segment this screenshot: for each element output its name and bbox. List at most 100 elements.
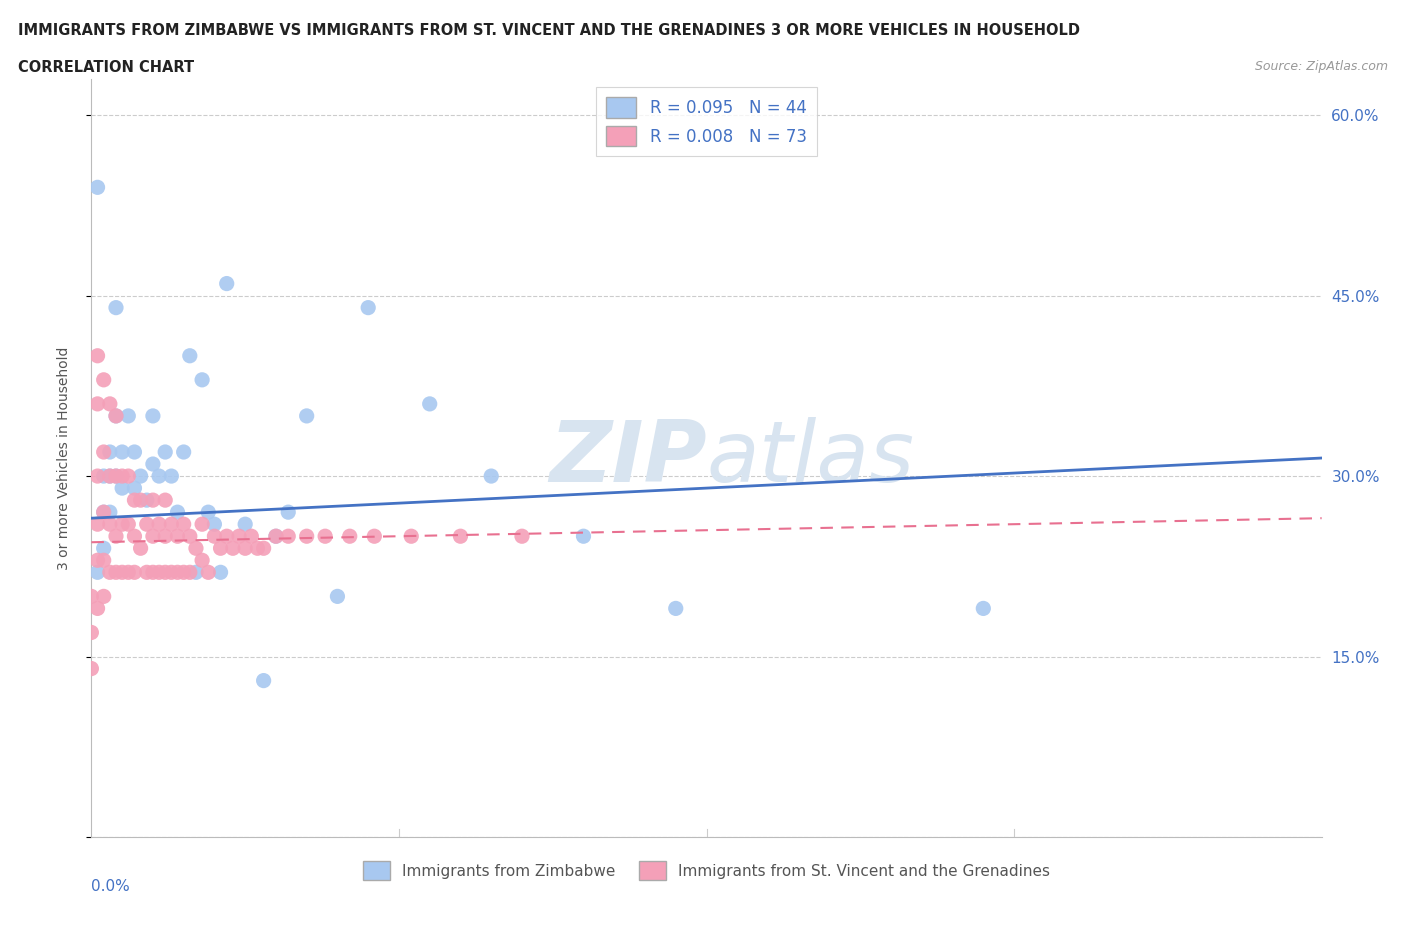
Point [105, 300, 127, 315]
Point [326, 589, 349, 604]
Point [93, 541, 115, 556]
Point [246, 541, 269, 556]
Point [105, 469, 127, 484]
Point [80, 589, 103, 604]
Point [197, 565, 219, 579]
Point [191, 517, 214, 532]
Point [124, 493, 146, 508]
Point [111, 481, 134, 496]
Point [93, 469, 115, 484]
Point [111, 469, 134, 484]
Point [124, 445, 146, 459]
Point [357, 300, 380, 315]
Point [86, 565, 108, 579]
Point [173, 517, 195, 532]
Point [86, 179, 108, 194]
Point [253, 673, 276, 688]
Point [179, 349, 201, 364]
Point [264, 529, 287, 544]
Point [277, 529, 299, 544]
Point [86, 517, 108, 532]
Text: ZIP: ZIP [548, 417, 706, 499]
Point [233, 541, 256, 556]
Point [142, 493, 165, 508]
Y-axis label: 3 or more Vehicles in Household: 3 or more Vehicles in Household [56, 346, 70, 570]
Point [160, 469, 183, 484]
Point [129, 469, 152, 484]
Point [86, 469, 108, 484]
Point [105, 565, 127, 579]
Point [399, 529, 422, 544]
Point [98, 565, 121, 579]
Point [142, 457, 165, 472]
Point [86, 349, 108, 364]
Point [215, 529, 238, 544]
Point [93, 505, 115, 520]
Point [339, 529, 361, 544]
Point [572, 529, 595, 544]
Point [98, 445, 121, 459]
Point [93, 372, 115, 387]
Point [191, 552, 214, 567]
Point [93, 505, 115, 520]
Point [228, 529, 250, 544]
Point [166, 565, 188, 579]
Point [135, 565, 157, 579]
Point [148, 565, 170, 579]
Point [124, 565, 146, 579]
Point [972, 601, 994, 616]
Point [142, 408, 165, 423]
Point [314, 529, 336, 544]
Text: IMMIGRANTS FROM ZIMBABWE VS IMMIGRANTS FROM ST. VINCENT AND THE GRENADINES 3 OR : IMMIGRANTS FROM ZIMBABWE VS IMMIGRANTS F… [18, 23, 1080, 38]
Point [665, 601, 688, 616]
Point [240, 529, 263, 544]
Point [98, 505, 121, 520]
Point [295, 408, 318, 423]
Point [124, 481, 146, 496]
Point [93, 589, 115, 604]
Point [153, 445, 177, 459]
Point [142, 565, 165, 579]
Point [135, 517, 157, 532]
Point [264, 529, 287, 544]
Point [93, 552, 115, 567]
Point [148, 469, 170, 484]
Point [135, 493, 157, 508]
Point [173, 445, 195, 459]
Point [111, 445, 134, 459]
Point [93, 445, 115, 459]
Text: Source: ZipAtlas.com: Source: ZipAtlas.com [1254, 60, 1388, 73]
Point [98, 396, 121, 411]
Point [105, 408, 127, 423]
Point [295, 529, 318, 544]
Legend: Immigrants from Zimbabwe, Immigrants from St. Vincent and the Grenadines: Immigrants from Zimbabwe, Immigrants fro… [357, 856, 1056, 886]
Point [117, 517, 139, 532]
Text: 0.0%: 0.0% [91, 879, 131, 894]
Point [277, 505, 299, 520]
Point [222, 541, 245, 556]
Point [179, 529, 201, 544]
Point [209, 565, 232, 579]
Point [142, 529, 165, 544]
Point [80, 661, 103, 676]
Point [86, 552, 108, 567]
Point [173, 565, 195, 579]
Point [510, 529, 533, 544]
Point [179, 565, 201, 579]
Point [160, 517, 183, 532]
Point [105, 408, 127, 423]
Point [124, 529, 146, 544]
Point [153, 565, 177, 579]
Point [80, 625, 103, 640]
Point [184, 565, 207, 579]
Text: CORRELATION CHART: CORRELATION CHART [18, 60, 194, 75]
Point [184, 541, 207, 556]
Point [148, 517, 170, 532]
Point [153, 529, 177, 544]
Point [98, 469, 121, 484]
Point [479, 469, 502, 484]
Point [98, 469, 121, 484]
Point [166, 505, 188, 520]
Point [419, 396, 441, 411]
Point [160, 565, 183, 579]
